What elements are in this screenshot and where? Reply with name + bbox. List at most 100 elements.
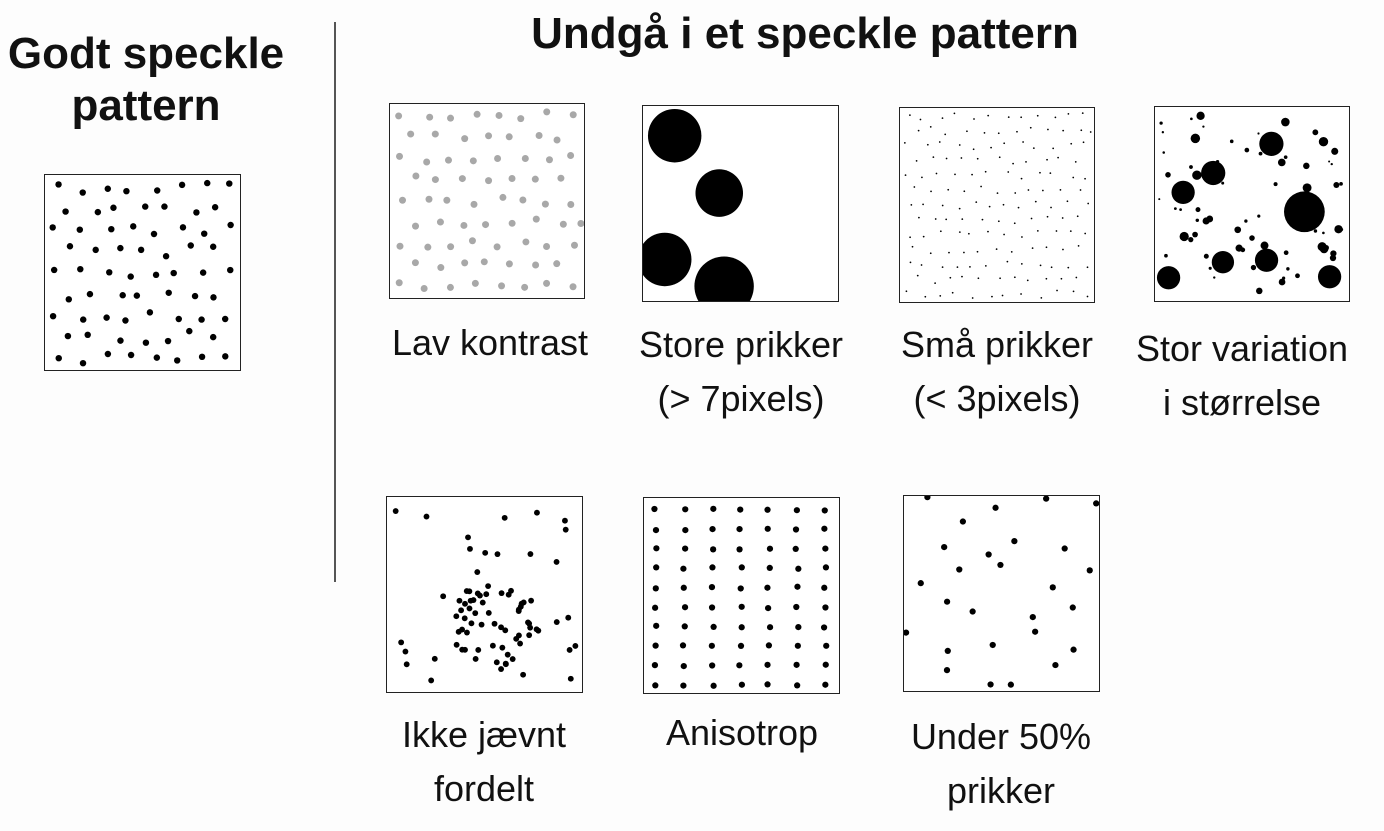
speckle-dot — [1055, 230, 1058, 232]
speckle-dot — [65, 296, 73, 303]
speckle-dot — [553, 260, 561, 268]
speckle-dot — [1283, 155, 1288, 159]
speckle-dot — [958, 144, 961, 146]
speckle-dot — [1020, 263, 1023, 265]
speckle-dot — [55, 354, 62, 362]
speckle-dot — [999, 277, 1001, 280]
speckle-dot — [431, 176, 439, 184]
speckle-dot — [1026, 279, 1029, 282]
speckle-dot — [396, 242, 404, 250]
speckle-dot — [1244, 147, 1250, 153]
speckle-dot — [1273, 182, 1278, 187]
speckle-dot — [976, 157, 979, 160]
speckle-dot — [1057, 156, 1059, 159]
speckle-dot — [939, 295, 942, 297]
speckle-dot — [680, 584, 687, 591]
speckle-dot — [1211, 251, 1235, 274]
speckle-dot — [984, 170, 987, 173]
speckle-dot — [146, 309, 154, 316]
speckle-dot — [651, 505, 658, 513]
speckle-dot — [1072, 290, 1075, 293]
sparse-dots-panel — [903, 495, 1100, 692]
speckle-dot — [794, 642, 801, 649]
speckle-dot — [766, 624, 774, 631]
speckle-dot — [1295, 273, 1300, 279]
speckle-dot — [1081, 112, 1084, 115]
speckle-dot — [963, 190, 966, 193]
speckle-dot — [1192, 170, 1202, 180]
speckle-dot — [764, 506, 771, 513]
sparse-speckle-svg — [904, 496, 1099, 688]
speckle-dot — [1062, 248, 1064, 251]
speckle-dot — [395, 279, 403, 287]
good-pattern-panel — [44, 174, 241, 371]
speckle-dot — [910, 204, 913, 206]
speckle-dot — [989, 641, 996, 649]
speckle-dot — [1030, 217, 1033, 220]
speckle-dot — [1029, 126, 1032, 129]
uneven-distribution-panel — [386, 496, 583, 693]
speckle-dot — [821, 507, 828, 514]
speckle-dot — [162, 253, 170, 260]
speckle-dot — [153, 354, 161, 361]
speckle-dot — [1258, 151, 1263, 156]
speckle-dot — [423, 158, 431, 166]
speckle-dot — [1034, 200, 1037, 203]
speckle-dot — [465, 534, 471, 541]
speckle-dot — [682, 526, 689, 534]
speckle-dot — [909, 236, 911, 239]
speckle-dot — [737, 642, 745, 650]
speckle-dot — [521, 283, 529, 291]
speckle-dot — [1086, 295, 1089, 298]
speckle-dot — [480, 258, 488, 266]
speckle-dot — [498, 666, 504, 673]
speckle-dot — [764, 661, 771, 668]
speckle-dot — [122, 317, 129, 324]
speckle-dot — [764, 604, 772, 612]
speckle-dot — [447, 114, 455, 122]
speckle-dot — [447, 243, 455, 251]
speckle-dot — [479, 599, 486, 606]
speckle-dot — [710, 546, 717, 553]
speckle-dot — [426, 113, 434, 121]
speckle-dot — [464, 629, 470, 636]
speckle-dot — [1190, 133, 1201, 144]
speckle-dot — [941, 266, 944, 268]
speckle-dot — [934, 218, 937, 220]
speckle-dot — [987, 230, 989, 233]
speckle-dot — [517, 115, 525, 123]
speckle-dot — [227, 266, 234, 274]
speckle-dot — [694, 256, 754, 301]
speckle-dot — [475, 647, 482, 653]
speckle-dot — [1060, 277, 1063, 280]
speckle-dot — [1039, 264, 1042, 267]
speckle-dot — [444, 156, 452, 164]
speckle-dot — [981, 218, 984, 221]
speckle-dot — [1010, 250, 1013, 253]
lowc-speckle-svg — [395, 108, 584, 292]
speckle-dot — [1284, 191, 1325, 233]
speckle-dot — [528, 597, 535, 604]
speckle-dot — [941, 204, 944, 207]
speckle-dot — [559, 220, 567, 228]
speckle-dot — [975, 201, 978, 203]
speckle-dot — [647, 109, 702, 163]
speckle-dot — [534, 509, 540, 516]
speckle-dot — [543, 243, 551, 250]
speckle-dot — [1006, 260, 1009, 263]
speckle-dot — [1047, 128, 1049, 131]
speckle-dot — [412, 222, 420, 230]
speckle-dot — [983, 132, 986, 134]
speckle-dot — [973, 118, 975, 120]
speckle-dot — [467, 545, 473, 552]
speckle-dot — [1317, 242, 1327, 252]
speckle-dot — [458, 607, 465, 614]
speckle-dot — [1072, 176, 1075, 179]
speckle-dot — [395, 112, 403, 120]
speckle-dot — [80, 316, 87, 323]
speckle-dot — [996, 192, 999, 194]
speckle-dot — [504, 651, 511, 658]
speckle-dot — [461, 259, 469, 267]
speckle-dot — [710, 505, 717, 512]
speckle-dot — [1195, 218, 1200, 223]
